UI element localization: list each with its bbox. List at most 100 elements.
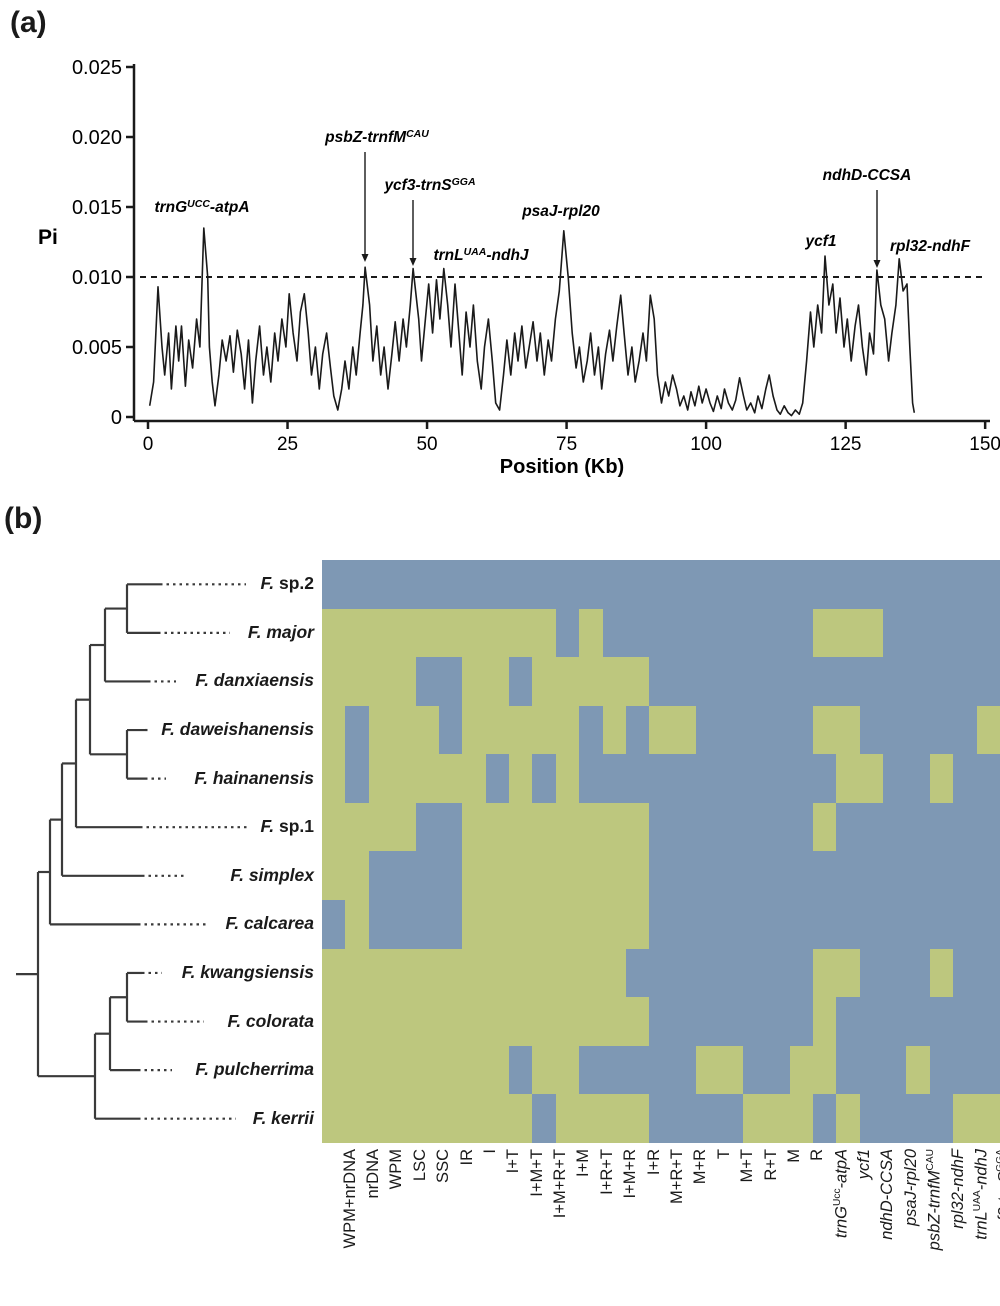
heatmap-cell xyxy=(509,560,533,609)
heatmap-cell xyxy=(696,705,720,755)
species-label: F. colorata xyxy=(227,1010,314,1031)
heatmap-cell xyxy=(812,1045,837,1095)
heatmap-cell xyxy=(438,948,463,998)
heatmap-cell xyxy=(462,997,486,1046)
heatmap-cell xyxy=(696,1094,720,1143)
heatmap-cell xyxy=(462,657,486,706)
heatmap-cell xyxy=(368,900,393,949)
heatmap-cell xyxy=(532,1045,556,1095)
heatmap-cell xyxy=(368,948,393,998)
panel-b-label: (b) xyxy=(4,502,43,535)
column-label: LSC xyxy=(410,1149,429,1182)
heatmap-cell xyxy=(555,948,580,998)
heatmap-cell xyxy=(719,705,743,755)
heatmap-cell xyxy=(415,560,439,609)
heatmap-cell xyxy=(415,657,439,706)
heatmap-cell xyxy=(719,802,743,852)
heatmap-cell xyxy=(579,560,603,609)
heatmap-cell xyxy=(462,1094,486,1143)
heatmap-cell xyxy=(602,608,626,658)
annotation-trnG-atpA: trnGUCC-atpA xyxy=(154,198,249,216)
heatmap-cell xyxy=(462,948,486,998)
x-tick-label: 125 xyxy=(830,434,862,455)
heatmap-cell xyxy=(883,705,907,755)
heatmap-cell xyxy=(742,754,767,803)
heatmap-cell xyxy=(672,705,697,755)
heatmap-cell xyxy=(836,997,860,1046)
heatmap-cell xyxy=(976,997,1000,1046)
column-label: I+R+T xyxy=(597,1149,616,1195)
heatmap-cell xyxy=(976,657,1000,706)
heatmap-cell xyxy=(579,1045,603,1095)
heatmap-cell xyxy=(485,851,510,901)
heatmap-cell xyxy=(345,851,369,901)
heatmap-cell xyxy=(625,997,650,1046)
x-tick-label: 100 xyxy=(690,434,722,455)
heatmap-cell xyxy=(438,608,463,658)
heatmap-cell xyxy=(766,948,790,998)
column-label: I+M+R xyxy=(621,1149,640,1199)
heatmap-cell xyxy=(696,608,720,658)
heatmap-cell xyxy=(485,900,510,949)
species-label: F. daweishanensis xyxy=(161,719,314,740)
heatmap-cell xyxy=(953,851,977,901)
column-label: M+R xyxy=(691,1149,710,1185)
heatmap-cell xyxy=(625,1045,650,1095)
heatmap-cell xyxy=(345,560,369,609)
heatmap-cell xyxy=(742,1045,767,1095)
pi-curve xyxy=(148,227,916,417)
heatmap-cell xyxy=(859,1045,884,1095)
heatmap-cell xyxy=(766,997,790,1046)
heatmap-cell xyxy=(742,560,767,609)
heatmap-cell xyxy=(345,1045,369,1095)
heatmap-cell xyxy=(532,754,556,803)
heatmap-cell xyxy=(392,705,416,755)
heatmap-cell xyxy=(485,997,510,1046)
column-label: M xyxy=(784,1149,803,1163)
heatmap-cell xyxy=(812,608,837,658)
heatmap-cell xyxy=(462,560,486,609)
heatmap-cell xyxy=(415,1045,439,1095)
heatmap-cell xyxy=(929,1045,954,1095)
heatmap-cell xyxy=(696,754,720,803)
heatmap-cell xyxy=(742,900,767,949)
panel-a-label: (a) xyxy=(10,6,47,39)
x-axis-title: Position (Kb) xyxy=(500,456,624,478)
x-tick-label: 150 xyxy=(969,434,1000,455)
heatmap-cell xyxy=(859,705,884,755)
heatmap-cell xyxy=(906,754,930,803)
heatmap-cell xyxy=(719,608,743,658)
heatmap-cell xyxy=(368,1045,393,1095)
y-tick-label: 0 xyxy=(111,407,122,429)
heatmap-cell xyxy=(883,997,907,1046)
heatmap-cell xyxy=(532,1094,556,1143)
heatmap-cell xyxy=(438,1045,463,1095)
column-label: WPM+nrDNA xyxy=(340,1149,359,1249)
heatmap-cell xyxy=(649,948,673,998)
heatmap-cell xyxy=(789,705,813,755)
annotation-ycf3-trnS: ycf3-trnSGGA xyxy=(383,176,475,194)
species-label: F. kerrii xyxy=(252,1107,314,1128)
heatmap-cell xyxy=(859,560,884,609)
heatmap-cell xyxy=(415,900,439,949)
heatmap-cell xyxy=(883,560,907,609)
heatmap-cell xyxy=(836,1094,860,1143)
heatmap-cell xyxy=(742,997,767,1046)
phylogenetic-tree xyxy=(16,583,248,1120)
heatmap-cell xyxy=(953,1094,977,1143)
column-label: rpl32-ndhF xyxy=(948,1149,967,1229)
heatmap-cell xyxy=(532,657,556,706)
annotation-psbZ-trnfM: psbZ-trnfMCAU xyxy=(324,128,429,146)
heatmap-cell xyxy=(625,754,650,803)
annotation-psaJ-rpl20: psaJ-rpl20 xyxy=(521,203,600,220)
heatmap-cell xyxy=(555,1045,580,1095)
heatmap-cell xyxy=(672,851,697,901)
heatmap-cell xyxy=(555,851,580,901)
column-label: I+M+T xyxy=(527,1149,546,1197)
heatmap-cell xyxy=(322,1045,346,1095)
heatmap-cell xyxy=(579,705,603,755)
heatmap-cell xyxy=(602,997,626,1046)
heatmap-cell xyxy=(883,608,907,658)
x-tick-label: 25 xyxy=(277,434,298,455)
heatmap-cell xyxy=(766,560,790,609)
